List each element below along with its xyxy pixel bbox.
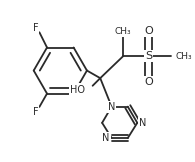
Text: F: F <box>33 23 38 33</box>
Text: CH₃: CH₃ <box>175 52 192 61</box>
Text: N: N <box>102 133 110 143</box>
Text: S: S <box>145 51 152 61</box>
Text: CH₃: CH₃ <box>115 27 131 36</box>
Text: O: O <box>144 77 153 87</box>
Text: O: O <box>144 26 153 36</box>
Text: N: N <box>108 102 115 112</box>
Text: HO: HO <box>70 85 85 95</box>
Text: F: F <box>33 107 38 117</box>
Text: N: N <box>139 118 147 128</box>
